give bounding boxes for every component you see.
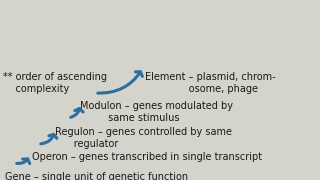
Text: Operon – genes transcribed in single transcript: Operon – genes transcribed in single tra… bbox=[32, 152, 262, 162]
Text: Gene – single unit of genetic function: Gene – single unit of genetic function bbox=[5, 172, 188, 180]
Text: ** order of ascending
    complexity: ** order of ascending complexity bbox=[3, 72, 107, 94]
Text: Element – plasmid, chrom-
              osome, phage: Element – plasmid, chrom- osome, phage bbox=[145, 72, 276, 94]
Text: Regulon – genes controlled by same
      regulator: Regulon – genes controlled by same regul… bbox=[55, 127, 232, 149]
Text: Modulon – genes modulated by
         same stimulus: Modulon – genes modulated by same stimul… bbox=[80, 101, 233, 123]
